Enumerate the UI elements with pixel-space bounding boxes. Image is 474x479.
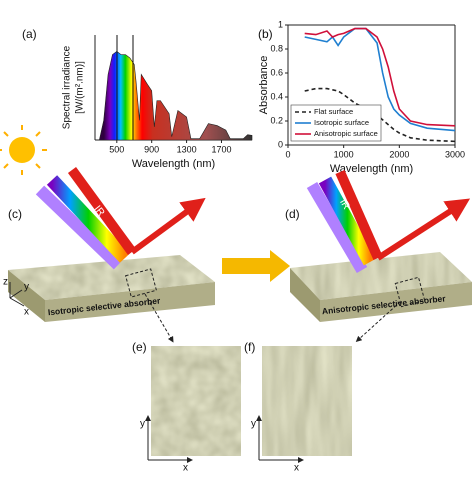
x-tick-label: 900 [144, 144, 159, 154]
panel-d: (d) IR UV Anisotropic selective absorber [285, 169, 472, 343]
y-tick-label: 0.2 [270, 115, 283, 125]
y-axis-label: Absorbance [258, 56, 270, 115]
series-line [304, 27, 456, 127]
legend-label: Isotropic surface [314, 118, 369, 127]
uv-label: UV [48, 218, 66, 236]
transition-arrow [222, 250, 290, 282]
axis-label: y [251, 419, 256, 430]
axis-label: y [140, 419, 145, 430]
x-tick-label: 2000 [389, 149, 409, 159]
charts: (a) 500 900 1300 1700 Wavelength (nm) Spectral… [22, 19, 465, 175]
legend-label: Anisotropic surface [314, 129, 378, 138]
panel-label: (b) [258, 27, 273, 41]
panel-e: (e) y x [132, 340, 241, 474]
spectrum-area [98, 51, 253, 141]
panel-label: (a) [22, 27, 37, 41]
x-tick-label: 500 [109, 144, 124, 154]
x-tick-label: 1000 [334, 149, 354, 159]
axis-label: x [183, 463, 188, 474]
axis-label: x [24, 307, 29, 318]
axis-label: x [294, 463, 299, 474]
panel-label: (d) [285, 207, 300, 221]
y-tick-label: 0 [278, 139, 283, 149]
ir-label: IR [337, 197, 352, 211]
panel-f: (f) y x [244, 340, 352, 474]
x-axis-label: Wavelength (nm) [330, 163, 413, 175]
panel-c: (c) IR UV Isotropic selective absorber z… [3, 167, 215, 343]
x-axis-label: Wavelength (nm) [132, 158, 215, 170]
x-tick-label: 1300 [177, 144, 197, 154]
panel-label: (c) [8, 207, 22, 221]
series-line [304, 27, 456, 132]
axis-label: y [24, 282, 29, 293]
x-tick-label: 0 [285, 149, 290, 159]
y-axis-unit: [W/(m².nm)] [75, 61, 86, 114]
axis-label: z [3, 277, 8, 288]
y-axis-label: Spectral irradiance [62, 45, 73, 129]
y-tick-label: 1 [278, 19, 283, 29]
sun [0, 125, 47, 175]
x-tick-label: 1700 [211, 144, 231, 154]
y-tick-label: 0.8 [270, 43, 283, 53]
y-tick-label: 0.4 [270, 91, 283, 101]
legend-label: Flat surface [314, 107, 353, 116]
panel-label: (e) [132, 340, 147, 354]
y-tick-label: 0.6 [270, 67, 283, 77]
panel-label: (f) [244, 340, 255, 354]
x-tick-label: 3000 [445, 149, 465, 159]
